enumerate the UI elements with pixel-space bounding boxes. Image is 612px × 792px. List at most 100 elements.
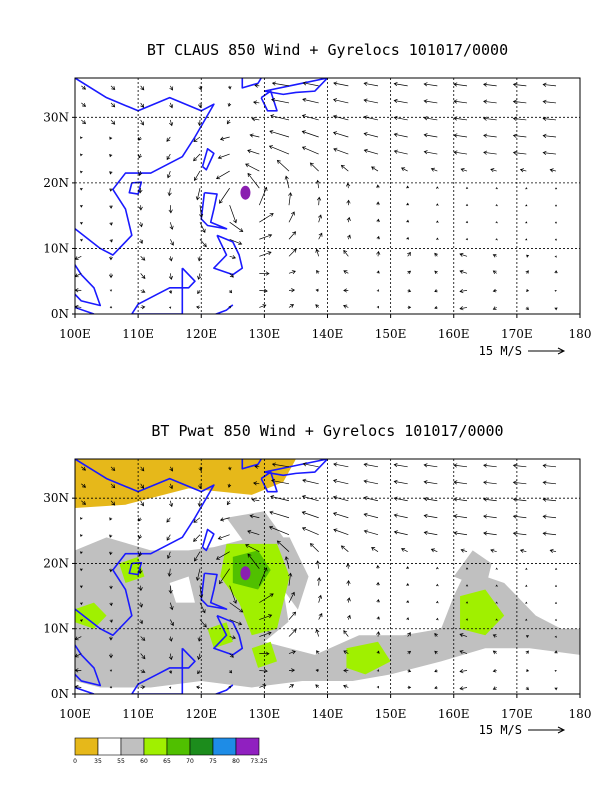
coastline-0: [75, 459, 215, 687]
wind-vector: [407, 685, 412, 690]
wind-vector: [79, 187, 83, 191]
wind-vector: [436, 583, 439, 587]
wind-vector: [301, 146, 319, 155]
wind-vector: [110, 102, 116, 108]
wind-vector: [525, 254, 530, 258]
wind-vector: [333, 462, 349, 468]
wind-vector: [459, 650, 468, 655]
colorbar-swatch: [235, 737, 260, 756]
wind-vector: [166, 170, 171, 179]
wind-vector: [219, 517, 230, 522]
wind-vector: [140, 500, 144, 507]
plot-area: [75, 78, 558, 314]
wind-vector: [483, 531, 497, 536]
wind-vector: [363, 148, 379, 155]
colorbar-swatch: [74, 737, 99, 756]
wind-vector: [193, 153, 201, 162]
wind-vector: [315, 668, 319, 673]
colorbar-label: 80: [232, 758, 240, 765]
wind-vector: [519, 168, 527, 173]
wind-vector: [228, 466, 232, 471]
wind-vector: [407, 289, 412, 293]
wind-vector: [140, 636, 146, 641]
wind-vector: [340, 164, 349, 172]
wind-vector: [288, 650, 296, 655]
wind-vector: [251, 497, 260, 503]
wind-vector: [109, 669, 113, 672]
wind-vector: [227, 102, 232, 107]
wind-vector: [554, 670, 557, 672]
wind-vector: [316, 650, 320, 654]
wind-vector: [332, 479, 349, 485]
wind-vector: [166, 551, 171, 560]
coastline-1: [128, 181, 143, 195]
x-tick-label: 120E: [185, 327, 217, 341]
wind-vector: [512, 463, 527, 468]
wind-vector: [554, 618, 557, 621]
wind-vector: [436, 186, 439, 189]
colorbar: 0 35 55 60 65 70 75 80 73.25: [73, 737, 268, 765]
wind-vector: [197, 670, 201, 675]
wind-vector: [542, 82, 557, 87]
wind-vector: [228, 685, 231, 689]
wind-vector: [110, 119, 116, 125]
wind-vector: [271, 478, 290, 485]
wind-vector: [219, 568, 230, 585]
wind-vector: [423, 463, 438, 468]
wind-vector: [138, 585, 143, 592]
wind-vector: [423, 99, 438, 104]
wind-vector: [554, 238, 557, 241]
wind-vector: [302, 462, 319, 468]
wind-vector: [259, 668, 268, 674]
wind-vector: [436, 237, 439, 241]
wind-vector: [465, 567, 469, 570]
wind-vector: [288, 591, 295, 603]
wind-vector: [343, 304, 349, 309]
wind-vector: [245, 544, 260, 553]
wind-vector: [198, 466, 203, 472]
wind-vector: [139, 619, 144, 625]
wind-vector: [284, 556, 290, 569]
wind-vector: [317, 594, 323, 603]
wind-vector: [406, 617, 410, 621]
wind-vector: [436, 600, 439, 604]
wind-vector: [109, 239, 113, 243]
wind-vector: [196, 305, 201, 310]
wind-vector: [169, 306, 172, 309]
wind-vector: [301, 511, 319, 519]
wind-vector: [376, 250, 381, 257]
y-tick-label: 10N: [43, 622, 69, 636]
colorbar-swatch: [166, 737, 191, 756]
wind-vector: [343, 668, 349, 673]
wind-vector: [554, 289, 557, 292]
wind-vector: [492, 634, 497, 638]
colorbar-swatch: [143, 737, 168, 756]
wind-vector: [495, 601, 498, 604]
wind-vector: [75, 273, 82, 278]
wind-vector: [139, 239, 144, 244]
wind-vector: [495, 221, 498, 224]
contour-60-65-g: [251, 641, 277, 668]
colorbar-label: 0: [73, 758, 77, 765]
wind-vector: [315, 248, 320, 257]
wind-vector: [284, 175, 290, 189]
wind-vector: [169, 102, 174, 109]
wind-vector: [140, 653, 146, 660]
wind-vector: [376, 289, 380, 292]
wind-vector: [198, 102, 203, 109]
wind-vector: [229, 273, 234, 278]
wind-vector: [138, 188, 143, 194]
wind-vector: [346, 199, 351, 206]
wind-vector: [309, 162, 319, 172]
wind-vector: [525, 567, 528, 570]
wind-vector: [542, 463, 557, 468]
wind-vector: [309, 543, 319, 552]
wind-vector: [315, 179, 321, 189]
wind-vector: [512, 82, 527, 87]
wind-vector: [269, 129, 290, 138]
wind-vector: [193, 534, 201, 542]
wind-vector: [343, 249, 349, 257]
coastline-10: [241, 459, 262, 470]
vector-unit-label: 15 M/S: [479, 723, 522, 737]
wind-vector: [346, 216, 351, 223]
